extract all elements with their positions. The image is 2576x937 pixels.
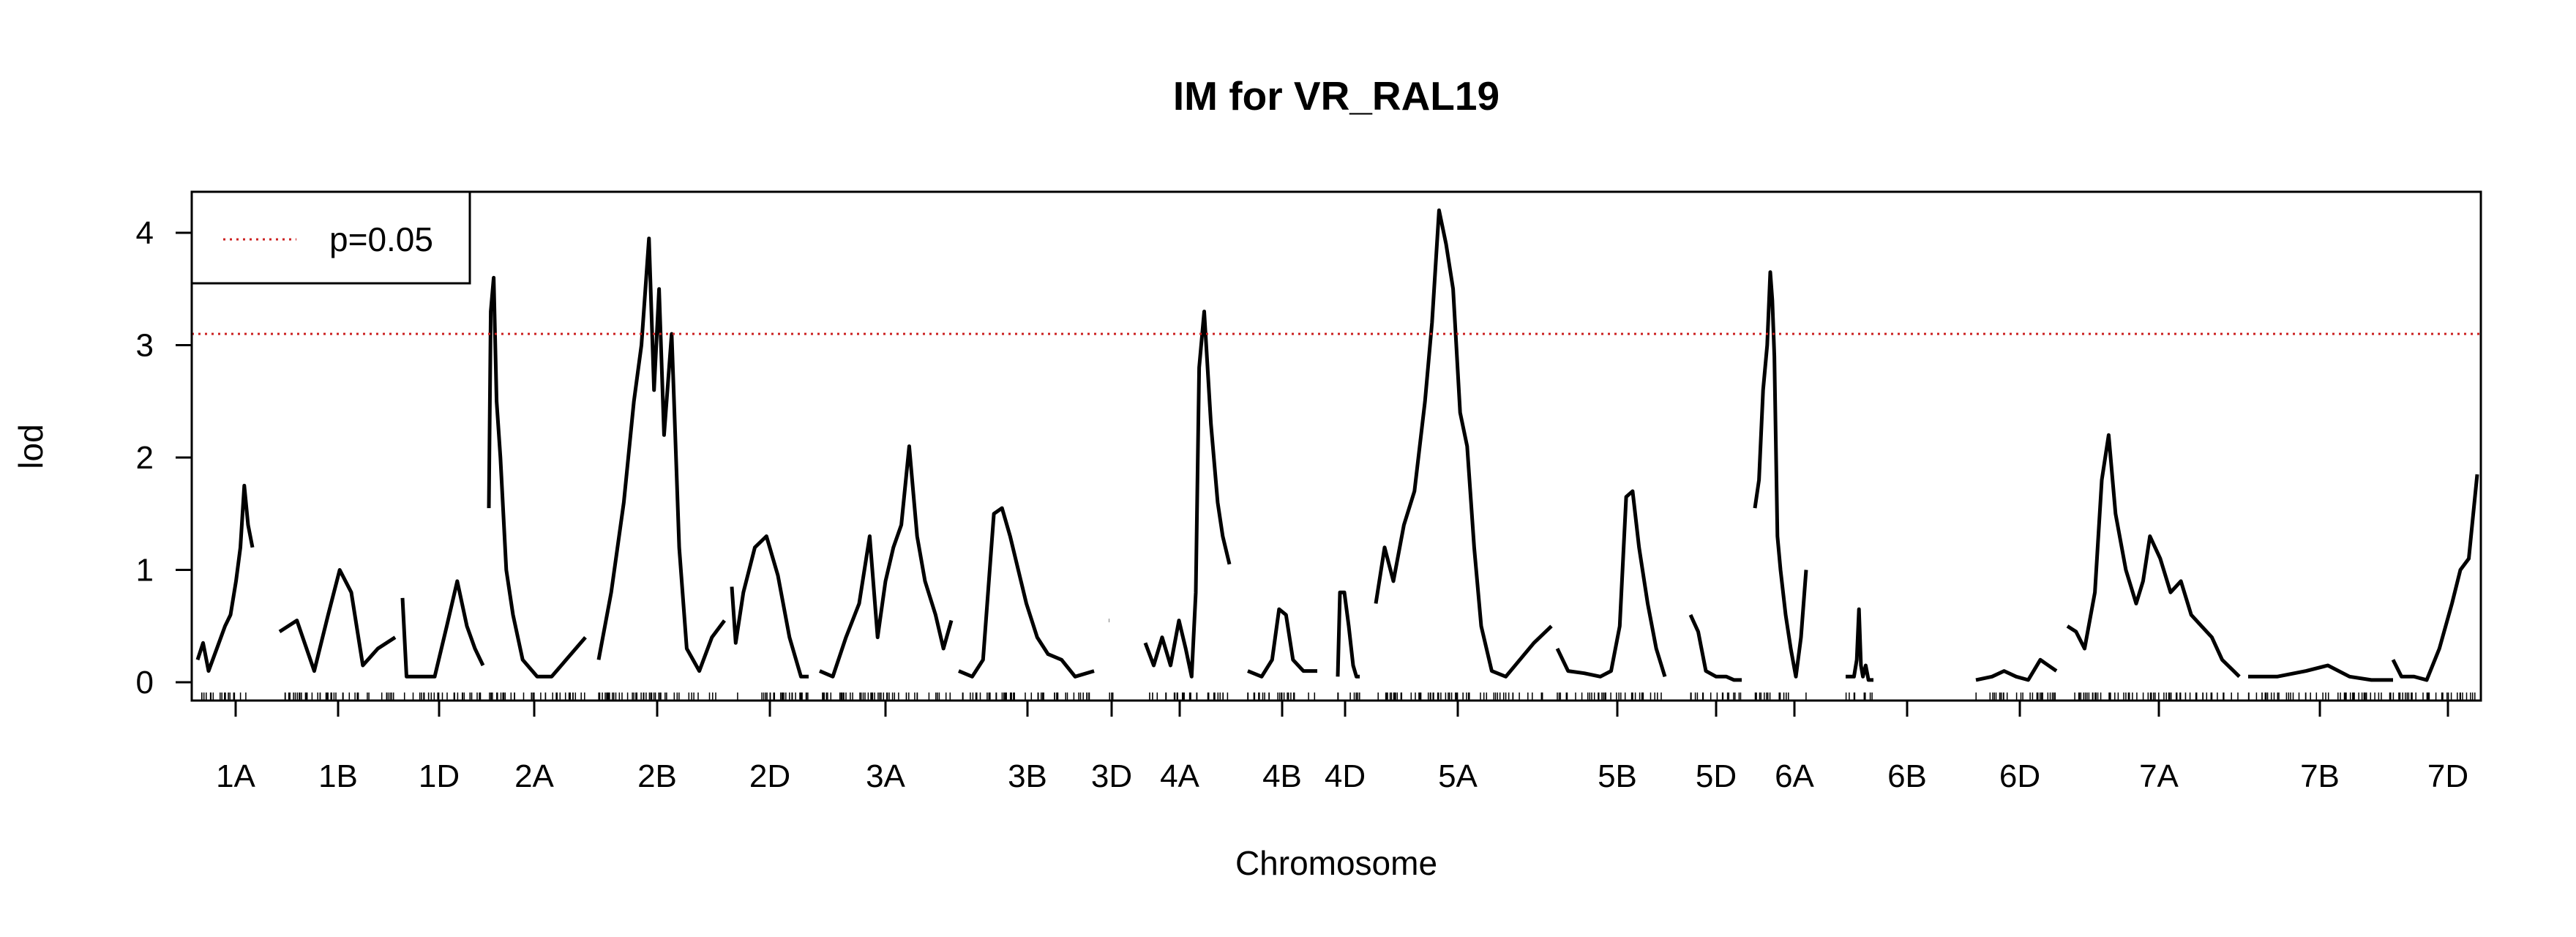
- x-tick-label-7D: 7D: [2427, 758, 2468, 794]
- legend-label-threshold: p=0.05: [329, 220, 433, 258]
- lod-series-1A: [195, 483, 255, 673]
- y-tick-label-3: 3: [136, 328, 154, 364]
- x-tick-label-7A: 7A: [2139, 758, 2179, 794]
- x-tick-label-4A: 4A: [1160, 758, 1199, 794]
- x-tick-label-3B: 3B: [1008, 758, 1047, 794]
- x-tick-label-5B: 5B: [1598, 758, 1637, 794]
- x-tick-label-7B: 7B: [2300, 758, 2340, 794]
- lod-series-1B: [278, 568, 397, 673]
- plot-frame: [190, 190, 2482, 702]
- x-tick-label-5D: 5D: [1696, 758, 1737, 794]
- x-tick-label-4B: 4B: [1262, 758, 1302, 794]
- x-tick-label-1A: 1A: [216, 758, 255, 794]
- y-axis: 0 1 2 3 4: [136, 215, 192, 701]
- x-tick-label-5A: 5A: [1438, 758, 1478, 794]
- x-tick-label-2B: 2B: [637, 758, 677, 794]
- lod-series-6B: [1846, 607, 1873, 682]
- y-tick-label-4: 4: [136, 215, 154, 251]
- x-tick-label-6D: 6D: [1999, 758, 2040, 794]
- x-tick-label-4D: 4D: [1325, 758, 1366, 794]
- lod-series-3A: [819, 444, 954, 679]
- lod-series-7B: [2248, 663, 2393, 682]
- lod-series-4D: [1336, 590, 1360, 679]
- legend: p=0.05: [190, 190, 471, 285]
- x-tick-label-6A: 6A: [1775, 758, 1814, 794]
- lod-series-6D: [1975, 657, 2058, 682]
- marker-rug: [201, 693, 2476, 701]
- x-axis: 1A 1B 1D 2A 2B 2D 3A 3B 3D 4A 4B 4D 5A 5B 5D 6A 6B 6D 7A 7B…: [216, 701, 2468, 794]
- lod-series-5B: [1555, 489, 1667, 679]
- lod-series-7D: [2391, 474, 2479, 682]
- marker-rug-group: [201, 693, 2476, 701]
- lod-series-2D: [730, 534, 809, 679]
- lod-series-group: [195, 208, 2479, 682]
- y-axis-title: lod: [12, 424, 50, 468]
- x-tick-label-2A: 2A: [514, 758, 554, 794]
- lod-series-4B: [1247, 607, 1317, 679]
- y-tick-label-0: 0: [136, 665, 154, 701]
- x-tick-label-6B: 6B: [1887, 758, 1927, 794]
- lod-series-1D: [400, 579, 485, 679]
- lod-series-7A: [2066, 433, 2241, 679]
- x-tick-label-3A: 3A: [866, 758, 905, 794]
- lod-series-3B: [958, 506, 1095, 679]
- x-tick-label-2D: 2D: [749, 758, 790, 794]
- lod-series-2A: [487, 275, 587, 679]
- lod-series-4A: [1143, 310, 1232, 679]
- x-tick-label-1B: 1B: [318, 758, 358, 794]
- lod-series-6A: [1753, 270, 1808, 679]
- x-tick-label-3D: 3D: [1091, 758, 1132, 794]
- lod-series-2B: [596, 236, 727, 673]
- chart-title: IM for VR_RAL19: [1173, 73, 1499, 119]
- y-tick-label-1: 1: [136, 553, 154, 589]
- lod-series-5D: [1688, 613, 1742, 682]
- x-axis-title: Chromosome: [1235, 844, 1437, 882]
- legend-box: [190, 190, 471, 285]
- y-tick-label-2: 2: [136, 440, 154, 476]
- x-tick-label-1D: 1D: [419, 758, 460, 794]
- lod-series-5A: [1374, 208, 1553, 679]
